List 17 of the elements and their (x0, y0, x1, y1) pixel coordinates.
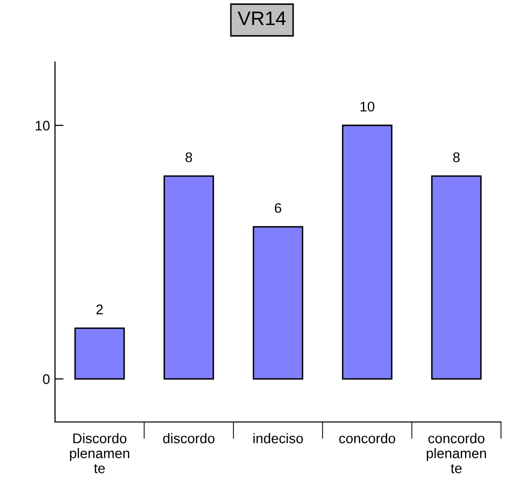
x-tick-label: concordo plenamen te (426, 433, 486, 474)
x-tick-label: discordo (163, 433, 214, 444)
x-tick-label: concordo (339, 433, 396, 444)
x-tick-label: Discordo plenamen te (70, 433, 130, 474)
bar (431, 175, 482, 380)
data-label: 6 (274, 203, 282, 213)
bar (252, 226, 304, 380)
chart-title: VR14 (238, 12, 286, 26)
data-label: 10 (360, 102, 374, 112)
data-label: 2 (96, 304, 103, 314)
bar (342, 124, 392, 380)
y-tick-label: 0 (42, 374, 50, 384)
x-tick-label: indeciso (253, 433, 303, 444)
data-label: 8 (453, 152, 460, 162)
bar (74, 328, 125, 380)
data-label: 8 (186, 152, 192, 162)
bar (164, 175, 214, 380)
